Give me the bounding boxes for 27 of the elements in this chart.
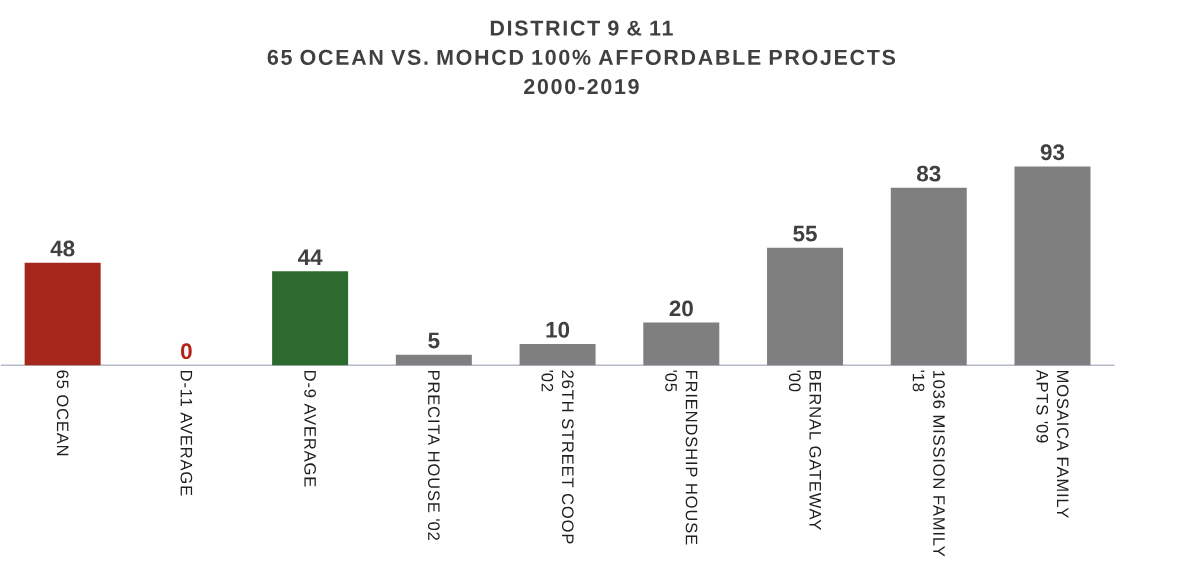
data-label: 10 bbox=[546, 322, 570, 338]
bar bbox=[395, 354, 472, 366]
data-label: 44 bbox=[297, 249, 323, 266]
x-tick-label: 1036 MISSION FAMILY '18 bbox=[912, 370, 945, 557]
x-tick-label: D-11 AVERAGE bbox=[180, 371, 193, 496]
chart-title: DISTRICT 9 & 11 65 OCEAN VS. MOHCD 100% AFFORDABLE PROJECTS 2000-2019 bbox=[267, 20, 896, 95]
data-label: 83 bbox=[917, 165, 941, 182]
bar bbox=[272, 271, 349, 366]
bar bbox=[643, 322, 720, 366]
bar bbox=[767, 247, 844, 366]
x-tick-label: PRECITA HOUSE '02 bbox=[427, 371, 440, 541]
data-label: 5 bbox=[428, 333, 440, 349]
x-tick-label: D-9 AVERAGE bbox=[304, 371, 316, 487]
bar bbox=[1014, 166, 1091, 366]
bar bbox=[24, 262, 101, 366]
x-tick-label: FRIENDSHIP HOUSE '05 bbox=[665, 370, 698, 545]
data-label: 48 bbox=[50, 240, 75, 257]
x-tick-label: BERNAL GATEWAY '00 bbox=[788, 370, 822, 531]
bar bbox=[890, 188, 967, 366]
bar bbox=[519, 344, 596, 366]
data-label: 0 bbox=[181, 343, 192, 360]
x-tick-label: MOSAICA FAMILY APTS '09 bbox=[1036, 369, 1069, 519]
x-tick-label: 26TH STREET COOP '02 bbox=[541, 370, 574, 544]
data-label: 20 bbox=[669, 300, 693, 317]
x-tick-label: 65 OCEAN bbox=[56, 370, 69, 456]
data-label: 55 bbox=[793, 226, 817, 242]
data-label: 93 bbox=[1040, 144, 1065, 161]
